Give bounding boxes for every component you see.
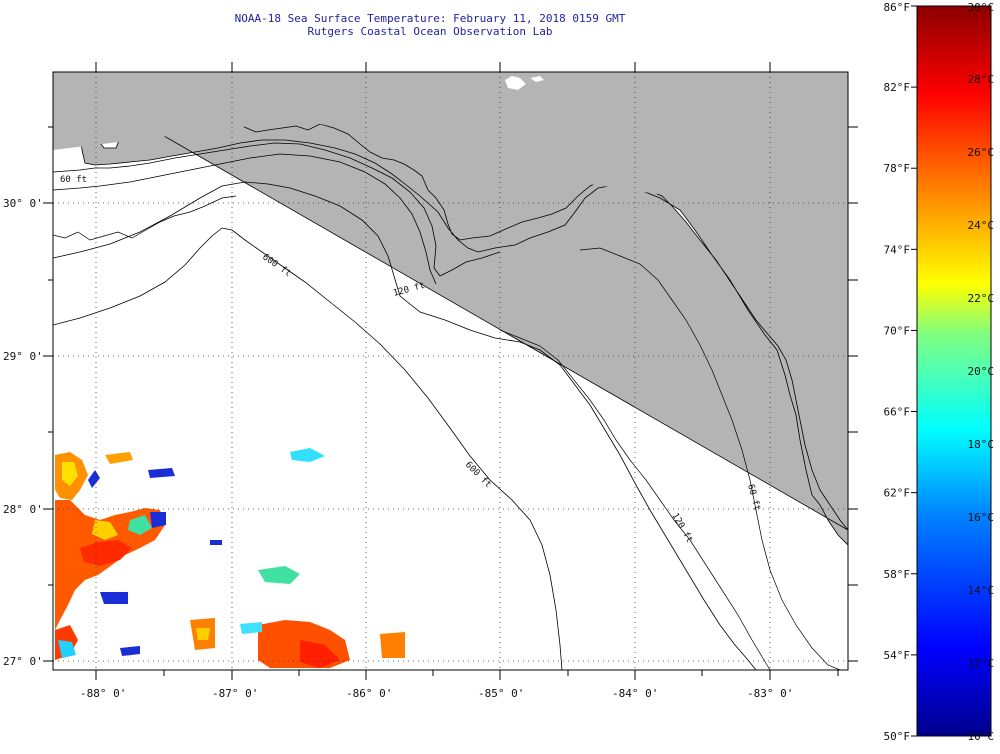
fahrenheit-label: 58°F — [884, 568, 911, 581]
isobath-120ft — [53, 181, 757, 670]
celsius-label: 26°C — [968, 146, 995, 159]
color-scale-bar — [916, 5, 992, 737]
celsius-label: 12°C — [968, 657, 995, 670]
celsius-label: 28°C — [968, 73, 995, 86]
lat-label: 29° 0' — [3, 350, 43, 363]
lon-label: -83° 0' — [747, 687, 793, 700]
celsius-label: 20°C — [968, 365, 995, 378]
celsius-label: 24°C — [968, 219, 995, 232]
lon-label: -87° 0' — [212, 687, 258, 700]
fahrenheit-label: 70°F — [884, 324, 911, 337]
isobath-60ft-east — [579, 247, 841, 670]
lat-label: 27° 0' — [3, 655, 43, 668]
fahrenheit-label: 66°F — [884, 406, 911, 419]
sst-patches — [55, 448, 405, 668]
isobath-60ft-west — [53, 153, 437, 285]
isobath-120ft-east — [499, 329, 771, 670]
fahrenheit-label: 50°F — [884, 730, 911, 743]
lon-label: -88° 0' — [80, 687, 126, 700]
lon-label: -84° 0' — [612, 687, 658, 700]
map-title: NOAA-18 Sea Surface Temperature: Februar… — [234, 12, 626, 25]
fahrenheit-label: 74°F — [884, 243, 911, 256]
lat-label: 28° 0' — [3, 503, 43, 516]
celsius-label: 14°C — [968, 584, 995, 597]
isobath-label: 60 ft — [60, 175, 87, 185]
fahrenheit-label: 54°F — [884, 649, 911, 662]
fahrenheit-label: 62°F — [884, 487, 911, 500]
lat-label: 30° 0' — [3, 197, 43, 210]
fahrenheit-label: 86°F — [884, 1, 911, 14]
lon-label: -86° 0' — [346, 687, 392, 700]
axis-ticks — [43, 62, 858, 680]
map-subtitle: Rutgers Coastal Ocean Observation Lab — [307, 25, 553, 38]
lon-label: -85° 0' — [478, 687, 524, 700]
fahrenheit-label: 78°F — [884, 162, 911, 175]
celsius-label: 18°C — [968, 438, 995, 451]
celsius-label: 22°C — [968, 292, 995, 305]
isobath-600ft — [53, 227, 563, 670]
fahrenheit-label: 82°F — [884, 81, 911, 94]
celsius-label: 10°C — [968, 730, 995, 743]
celsius-label: 30°C — [968, 1, 995, 14]
celsius-label: 16°C — [968, 511, 995, 524]
